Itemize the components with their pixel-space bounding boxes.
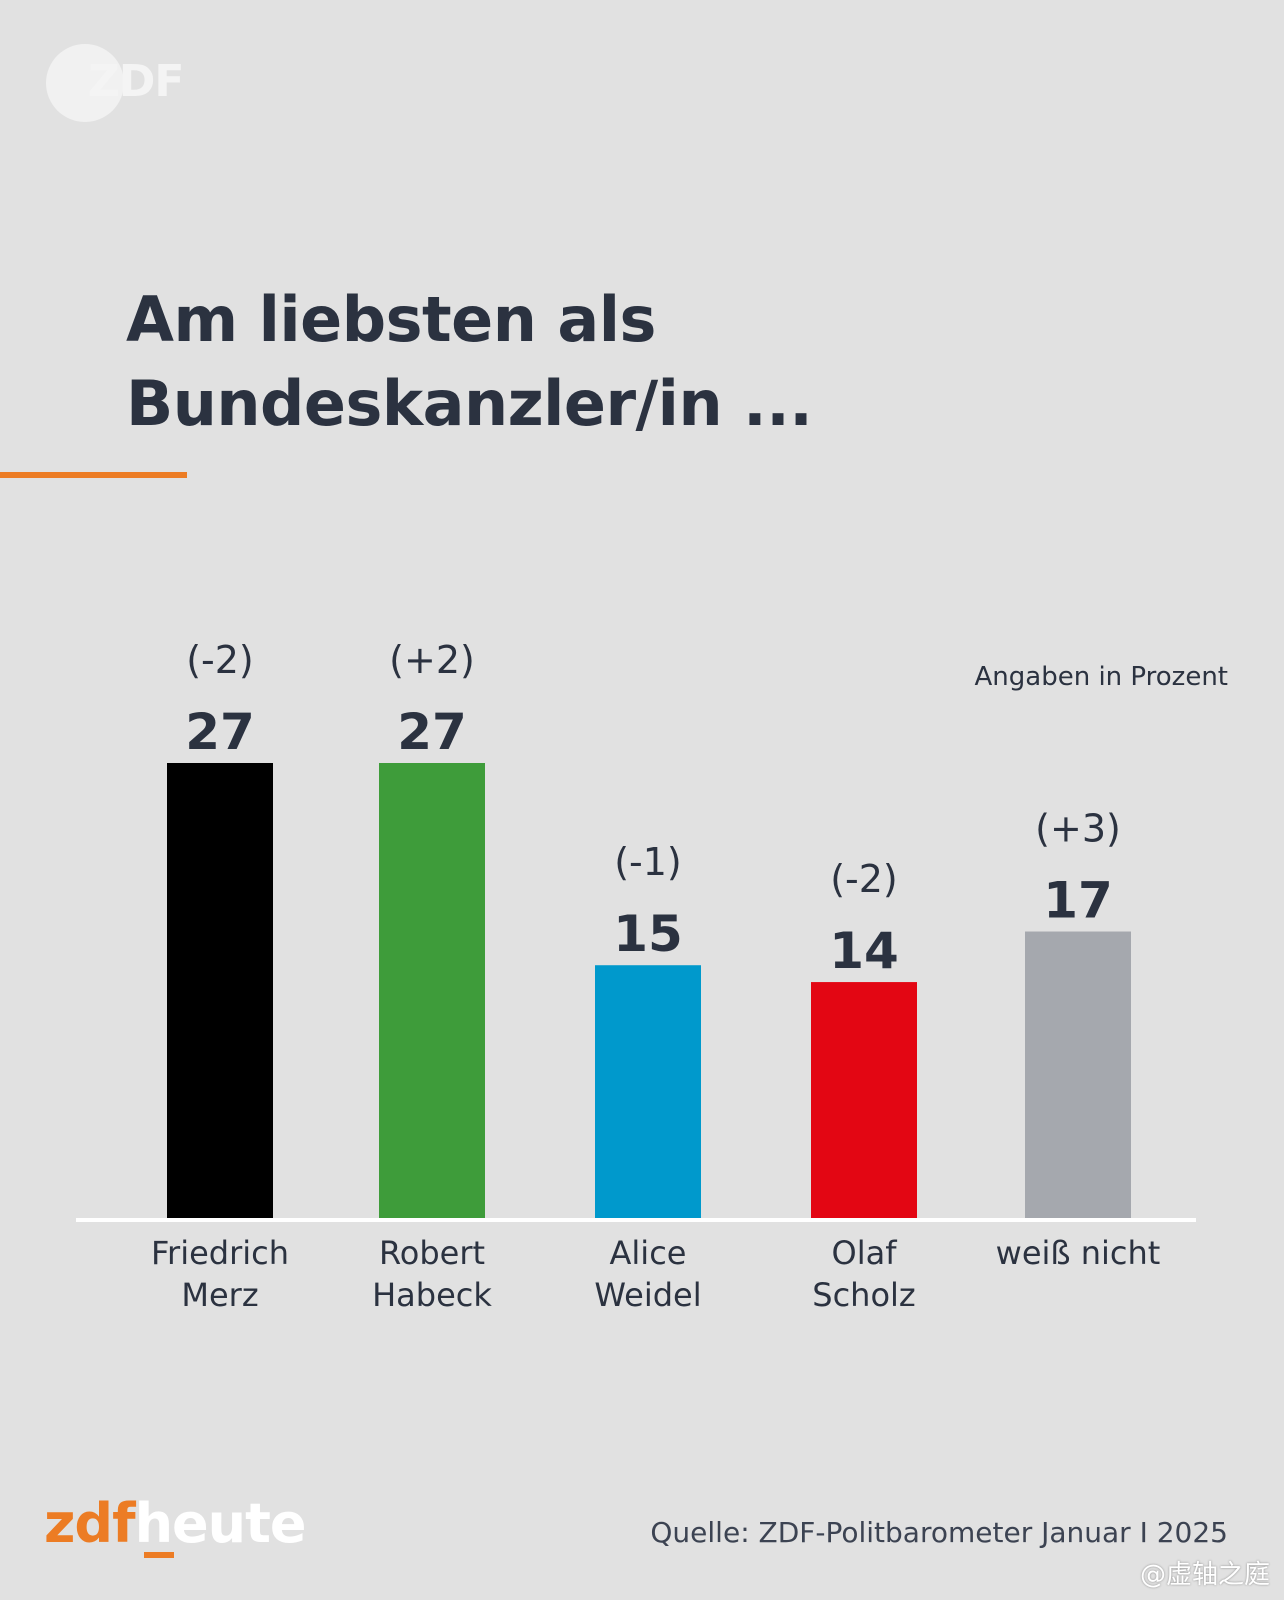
category-label-4-0: weiß nicht [996, 1234, 1161, 1272]
value-label-3: 14 [829, 922, 899, 980]
value-label-1: 27 [397, 703, 467, 761]
zdfheute-logo: zdfheute [44, 1492, 307, 1562]
category-label-2-1: Weidel [594, 1276, 701, 1314]
category-label-0-1: Merz [181, 1276, 258, 1314]
zdfheute-logo-zdf: zdf [44, 1492, 136, 1555]
accent-line [0, 472, 187, 478]
value-label-2: 15 [613, 905, 683, 963]
source-note: Quelle: ZDF-Politbarometer Januar I 2025 [650, 1516, 1228, 1549]
bar-chart: 27 (-2) Friedrich Merz 27 (+2) Robert Habeck 15 (… [76, 638, 1196, 1314]
zdfheute-logo-heute: heute [134, 1492, 307, 1555]
unit-note: Angaben in Prozent [974, 662, 1228, 692]
category-label-1-1: Habeck [372, 1276, 492, 1314]
value-label-4: 17 [1043, 872, 1113, 930]
zdf-logo: ZDF [46, 44, 186, 124]
value-label-0: 27 [185, 703, 255, 761]
category-label-3-1: Scholz [812, 1276, 915, 1314]
category-label-1-0: Robert [379, 1234, 485, 1272]
category-label-3-0: Olaf [832, 1234, 898, 1272]
bar-0 [167, 763, 273, 1218]
chart-title-line-2: Bundeskanzler/in ... [126, 367, 813, 440]
zdf-logo-text: ZDF [88, 56, 184, 107]
zdfheute-logo-underline [144, 1552, 174, 1558]
change-label-1: (+2) [389, 638, 475, 682]
bar-1 [379, 763, 485, 1218]
bar-2 [595, 965, 701, 1218]
change-label-2: (-1) [614, 840, 682, 884]
chart-title-line-1: Am liebsten als [126, 283, 656, 356]
change-label-0: (-2) [186, 638, 254, 682]
chart-title: Am liebsten als Bundeskanzler/in ... [126, 278, 813, 446]
zdf-logo-disc [46, 44, 124, 122]
category-label-0-0: Friedrich [151, 1234, 289, 1272]
change-label-4: (+3) [1035, 807, 1121, 851]
category-label-2-0: Alice [610, 1234, 687, 1272]
bar-4 [1025, 931, 1131, 1218]
change-label-3: (-2) [830, 857, 898, 901]
watermark: @虚轴之庭 [1139, 1560, 1270, 1590]
bar-3 [811, 982, 917, 1218]
